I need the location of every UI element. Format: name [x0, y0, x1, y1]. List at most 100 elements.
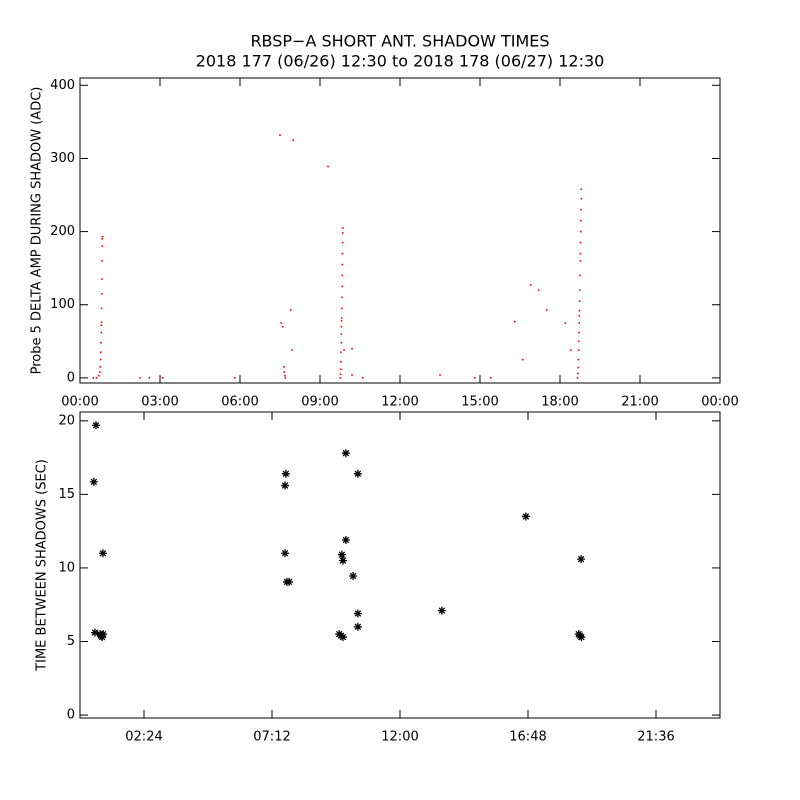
x-tick-label: 12:00	[381, 730, 418, 745]
point	[579, 260, 582, 262]
point	[98, 633, 107, 642]
point	[577, 372, 579, 375]
chart-subtitle: 2018 177 (06/26) 12:30 to 2018 178 (06/2…	[196, 52, 605, 71]
y-tick-label: 200	[50, 224, 75, 239]
point	[101, 292, 103, 295]
point	[341, 241, 344, 244]
point	[341, 252, 344, 255]
point	[340, 368, 342, 370]
plot-frame	[79, 77, 721, 384]
point	[580, 208, 582, 211]
point	[284, 377, 287, 379]
point	[340, 360, 342, 363]
point	[340, 341, 343, 344]
point	[521, 512, 530, 521]
point	[537, 289, 540, 291]
point	[577, 366, 579, 369]
point	[579, 252, 582, 255]
point	[100, 351, 102, 354]
point	[341, 232, 344, 234]
point	[578, 331, 580, 334]
point	[327, 165, 329, 168]
point	[339, 377, 342, 379]
y-tick-label: 0	[67, 370, 75, 385]
point	[339, 373, 342, 376]
point	[521, 358, 524, 361]
point	[545, 309, 548, 311]
point	[101, 238, 103, 240]
point	[101, 260, 103, 262]
point	[579, 274, 581, 277]
point	[340, 333, 343, 335]
point	[283, 371, 286, 373]
point	[99, 366, 102, 368]
point	[98, 549, 107, 558]
point	[99, 630, 108, 639]
point	[341, 274, 343, 277]
y-tick-label: 300	[50, 151, 75, 166]
point	[577, 633, 586, 642]
point	[353, 622, 362, 631]
point	[353, 469, 362, 478]
x-tick-label: 21:36	[637, 730, 674, 745]
point	[95, 377, 98, 379]
point	[139, 377, 141, 379]
x-tick-label: 09:00	[301, 395, 338, 410]
point	[97, 374, 100, 377]
point	[292, 139, 295, 141]
point	[284, 374, 286, 377]
point	[564, 322, 567, 324]
point	[285, 577, 294, 586]
point	[289, 309, 292, 311]
point	[576, 377, 579, 379]
x-tick-label: 00:00	[61, 395, 98, 410]
point	[578, 309, 581, 312]
point	[92, 377, 95, 379]
point	[349, 572, 358, 581]
point	[100, 331, 103, 334]
point	[161, 377, 164, 379]
y-axis-label: TIME BETWEEN SHADOWS (SEC)	[35, 459, 50, 672]
point	[100, 341, 102, 344]
x-tick-label: 21:00	[621, 395, 658, 410]
point	[578, 322, 580, 324]
y-tick-label: 10	[58, 560, 75, 575]
point	[281, 469, 290, 478]
point	[99, 371, 101, 373]
x-tick-label: 03:00	[141, 395, 178, 410]
point	[283, 366, 285, 368]
point	[439, 374, 441, 376]
point	[101, 278, 103, 280]
x-tick-label: 15:00	[461, 395, 498, 410]
x-tick-label: 07:12	[253, 730, 290, 745]
chart-title: RBSP−A SHORT ANT. SHADOW TIMES	[250, 32, 549, 51]
point	[361, 377, 364, 379]
y-tick-label: 100	[50, 297, 75, 312]
point	[342, 227, 344, 229]
point	[90, 628, 99, 637]
point	[100, 324, 103, 327]
point	[343, 349, 345, 351]
point	[233, 377, 236, 379]
point	[99, 358, 102, 361]
point	[577, 340, 580, 343]
plot-frame	[79, 411, 721, 719]
point	[580, 197, 583, 200]
point	[101, 245, 103, 248]
point	[101, 235, 104, 238]
point	[351, 374, 353, 376]
point	[341, 535, 350, 544]
point	[340, 317, 343, 319]
point	[338, 556, 347, 565]
point	[580, 230, 582, 233]
point	[341, 449, 350, 458]
point	[338, 633, 347, 642]
point	[577, 358, 580, 361]
point	[351, 347, 353, 350]
point	[281, 481, 290, 490]
point	[281, 325, 284, 328]
y-tick-label: 400	[50, 78, 75, 93]
point	[340, 320, 343, 322]
y-tick-label: 15	[58, 487, 75, 502]
x-tick-label: 00:00	[701, 395, 738, 410]
